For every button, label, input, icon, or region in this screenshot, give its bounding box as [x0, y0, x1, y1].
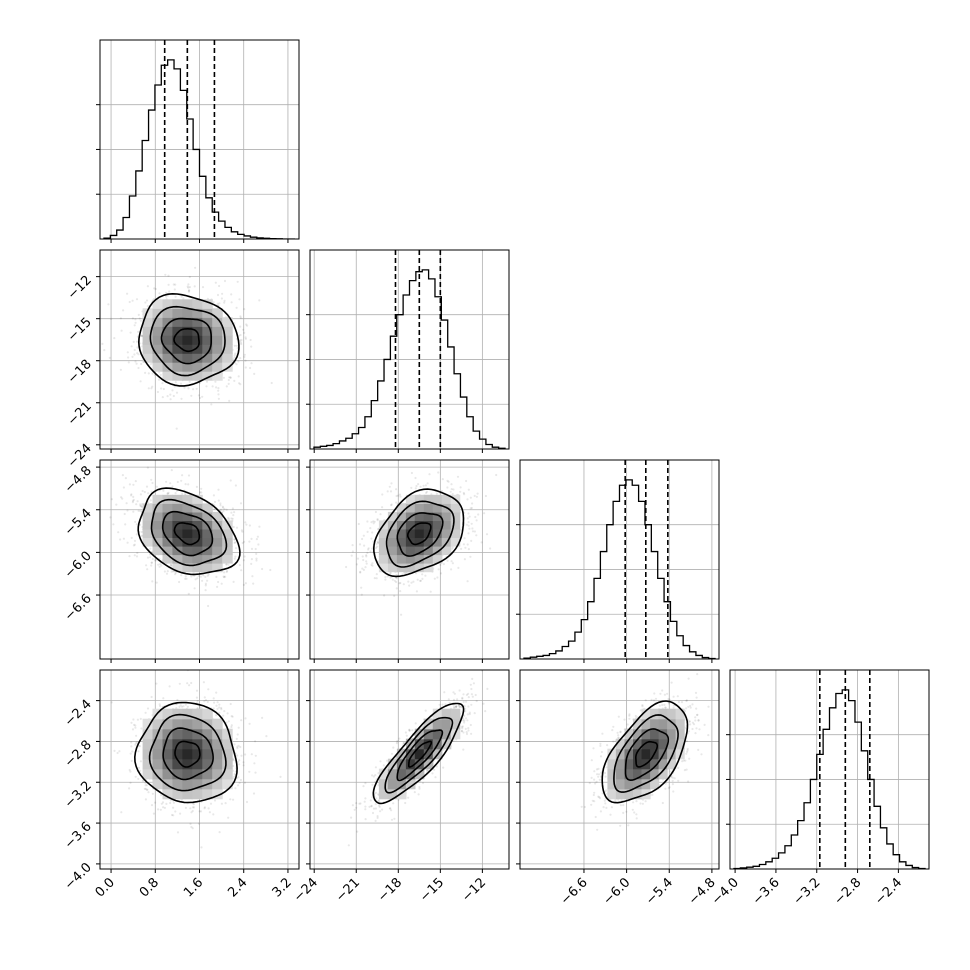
x-tick-label: −6.6 [558, 875, 591, 908]
panel-2-2 [516, 459, 720, 663]
x-tick-label: 1.6 [181, 875, 206, 900]
panel-2-1 [306, 459, 510, 663]
contour-3 [137, 292, 240, 387]
contour-1 [160, 317, 212, 365]
panel-grid [96, 40, 299, 243]
x-tick-label: −24 [291, 875, 321, 905]
histogram-1 [313, 269, 506, 449]
panel-frame [99, 459, 300, 660]
contour-2 [148, 713, 227, 792]
x-tick-label: −3.2 [791, 875, 824, 908]
panel-3-2: −6.6 −6.0 −5.4 −4.8 [516, 669, 720, 908]
y-tick-label: −15 [65, 315, 95, 345]
x-tick-label: −12 [459, 875, 489, 905]
contour-2 [385, 500, 455, 568]
contour-2 [384, 716, 454, 794]
contour-3 [372, 488, 465, 578]
contour-3 [372, 702, 465, 805]
contour-3 [601, 700, 689, 804]
contour-2 [613, 714, 679, 793]
y-tick-label: −18 [65, 357, 95, 387]
x-tick-label: −2.8 [831, 875, 864, 908]
x-tick-label: −4.0 [709, 875, 742, 908]
panel-frame [309, 669, 510, 870]
y-tick-label: −3.6 [62, 819, 95, 852]
contour-1 [396, 512, 444, 557]
contour-0 [407, 522, 432, 546]
panel-frame [309, 459, 510, 660]
contour-2 [149, 305, 226, 377]
panel-grid [306, 670, 509, 873]
panel-frame [99, 249, 300, 450]
panel-1-1 [306, 249, 510, 453]
contour-3 [137, 487, 241, 576]
contour-0 [173, 328, 200, 353]
density-cells [142, 299, 233, 381]
x-tick-label: −2.4 [872, 875, 905, 908]
contour-1 [624, 728, 670, 782]
y-tick-label: −2.8 [62, 738, 95, 771]
x-tick-label: 0.8 [137, 875, 162, 900]
x-tick-label: −15 [417, 875, 447, 905]
y-tick-label: −6.6 [62, 591, 95, 624]
histogram-0 [103, 59, 296, 239]
panel-3-3: −4.0 −3.6 −3.2 −2.8 −2.4 [709, 669, 930, 908]
x-tick-label: 2.4 [225, 875, 250, 900]
panel-frame [99, 39, 300, 240]
contour-0 [408, 740, 433, 768]
panel-grid [516, 460, 719, 663]
panel-grid [726, 670, 929, 873]
y-tick-label: −4.0 [62, 860, 95, 893]
panel-frame [309, 249, 510, 450]
panel-frame [519, 459, 720, 660]
y-tick-label: −3.2 [62, 778, 95, 811]
panel-3-0: −4.0 −3.6 −3.2 −2.8 −2.4 0.0 0.8 1.6 2.4 3.2 [62, 669, 300, 900]
contour-1 [161, 510, 214, 557]
y-tick-label: −4.8 [62, 463, 95, 496]
density-cells [142, 494, 233, 573]
contour-1 [396, 729, 444, 782]
histogram-3 [733, 689, 926, 869]
panel-grid [306, 250, 509, 453]
y-tick-label: −5.4 [62, 506, 95, 539]
panel-3-1: −24 −21 −18 −15 −12 [291, 669, 510, 905]
contour-1 [162, 727, 214, 781]
contour-0 [173, 522, 201, 546]
y-tick-label: −6.0 [62, 549, 95, 582]
y-tick-label: −2.4 [62, 697, 95, 730]
panel-1-0: −24−21−18−15−12 [65, 249, 300, 471]
panel-frame [729, 669, 930, 870]
x-tick-label: −5.4 [643, 875, 676, 908]
histogram-2 [523, 479, 716, 659]
x-tick-label: −21 [333, 875, 363, 905]
contour-0 [174, 740, 201, 768]
x-tick-label: −3.6 [750, 875, 783, 908]
density-cells [142, 708, 233, 800]
y-tick-label: −21 [65, 399, 95, 429]
panel-0-0 [96, 39, 300, 243]
panel-frame [99, 669, 300, 870]
x-tick-label: 3.2 [270, 875, 295, 900]
contour-3 [133, 701, 238, 804]
x-tick-label: 0.0 [93, 875, 118, 900]
x-tick-label: −18 [375, 875, 405, 905]
panel-2-0: −6.6 −6.0 −5.4 −4.8 [62, 459, 300, 663]
contour-0 [635, 740, 659, 768]
contour-2 [150, 498, 228, 567]
x-tick-label: −6.0 [600, 875, 633, 908]
panel-frame [519, 669, 720, 870]
y-tick-label: −12 [65, 273, 95, 303]
